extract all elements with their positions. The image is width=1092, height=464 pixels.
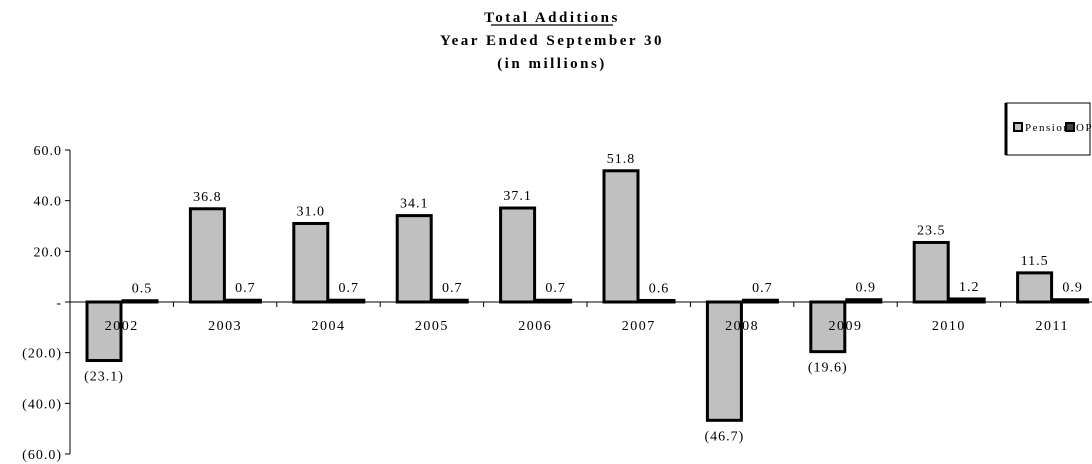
chart-subtitle-line-1: Year Ended September 30 bbox=[440, 33, 664, 49]
data-label-pension-2008: (46.7) bbox=[704, 429, 744, 444]
y-tick-label: 60.0 bbox=[34, 144, 63, 159]
data-label-pension-2003: 36.8 bbox=[193, 190, 222, 205]
bar-pension-2005 bbox=[395, 214, 433, 304]
bar-pension-2008 bbox=[705, 300, 743, 422]
x-category-label-2010: 2010 bbox=[932, 319, 966, 334]
y-tick-label: 20.0 bbox=[34, 245, 63, 260]
data-label-pension-2007: 51.8 bbox=[607, 152, 636, 167]
chart-title: Total Additions bbox=[484, 10, 620, 26]
data-label-pension-2011: 11.5 bbox=[1021, 254, 1049, 269]
y-tick-label: (20.0) bbox=[22, 347, 62, 362]
data-label-opeb-2002: 0.5 bbox=[132, 282, 153, 297]
bar-opeb-2002 bbox=[121, 299, 159, 304]
legend: Pension OPEB bbox=[1004, 102, 1092, 156]
data-label-opeb-2010: 1.2 bbox=[959, 280, 980, 295]
data-label-opeb-2008: 0.7 bbox=[752, 281, 773, 296]
bar-pension-2009 bbox=[809, 300, 847, 354]
legend-label-opeb: OPEB bbox=[1076, 122, 1092, 134]
x-category-label-2006: 2006 bbox=[518, 319, 552, 334]
data-label-pension-2010: 23.5 bbox=[917, 223, 946, 238]
data-label-opeb-2003: 0.7 bbox=[235, 281, 256, 296]
bar-pension-2011 bbox=[1016, 271, 1054, 304]
bar-opeb-2006 bbox=[535, 298, 573, 304]
x-category-label-2003: 2003 bbox=[208, 319, 242, 334]
bar-pension-2002 bbox=[85, 300, 123, 363]
y-tick-label: - bbox=[56, 296, 62, 311]
bar-opeb-2007 bbox=[638, 298, 676, 304]
x-category-label-2008: 2008 bbox=[725, 319, 759, 334]
bar-opeb-2005 bbox=[431, 298, 469, 304]
data-label-opeb-2006: 0.7 bbox=[545, 281, 566, 296]
x-category-label-2007: 2007 bbox=[622, 319, 656, 334]
data-label-opeb-2011: 0.9 bbox=[1062, 281, 1083, 296]
bar-opeb-2009 bbox=[845, 298, 883, 304]
x-category-label-2004: 2004 bbox=[312, 319, 346, 334]
legend-box bbox=[1005, 102, 1091, 156]
data-label-pension-2004: 31.0 bbox=[297, 204, 326, 219]
legend-label-pension: Pension bbox=[1025, 122, 1070, 134]
y-tick-label: (60.0) bbox=[22, 448, 62, 463]
bar-opeb-2004 bbox=[328, 298, 366, 304]
bar-opeb-2008 bbox=[741, 298, 779, 304]
x-category-label-2009: 2009 bbox=[829, 319, 863, 334]
data-label-pension-2005: 34.1 bbox=[400, 197, 429, 212]
bar-pension-2007 bbox=[602, 169, 640, 304]
data-label-opeb-2007: 0.6 bbox=[649, 281, 670, 296]
bar-opeb-2010 bbox=[948, 297, 986, 304]
x-category-label-2011: 2011 bbox=[1036, 319, 1069, 334]
legend-swatch-opeb bbox=[1065, 122, 1075, 132]
data-label-opeb-2009: 0.9 bbox=[856, 281, 877, 296]
data-label-pension-2002: (23.1) bbox=[84, 370, 124, 385]
bar-pension-2006 bbox=[499, 206, 537, 304]
chart-subtitle-line-2: (in millions) bbox=[497, 56, 607, 72]
bar-pension-2003 bbox=[188, 207, 226, 304]
x-category-label-2002: 2002 bbox=[105, 319, 139, 334]
plot-area: 60.0 40.0 20.0 - (20.0) (40.0) (60.0) (23.1) 0.5… bbox=[22, 144, 1092, 463]
legend-swatch-pension bbox=[1013, 122, 1023, 132]
data-label-pension-2009: (19.6) bbox=[808, 361, 848, 376]
data-label-pension-2006: 37.1 bbox=[503, 189, 532, 204]
bar-opeb-2011 bbox=[1052, 298, 1090, 304]
y-tick-label: 40.0 bbox=[34, 195, 63, 210]
bar-opeb-2003 bbox=[224, 298, 262, 304]
data-label-opeb-2004: 0.7 bbox=[339, 281, 360, 296]
y-tick-label: (40.0) bbox=[22, 397, 62, 412]
data-label-opeb-2005: 0.7 bbox=[442, 281, 463, 296]
x-category-label-2005: 2005 bbox=[415, 319, 449, 334]
bar-pension-2010 bbox=[912, 240, 950, 304]
bar-pension-2004 bbox=[292, 221, 330, 304]
